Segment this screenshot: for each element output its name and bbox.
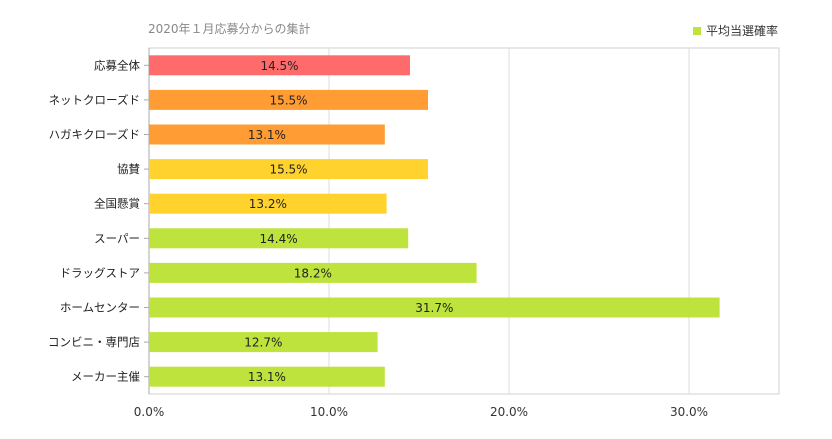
category-label: ドラッグストア [60,266,141,280]
data-label: 31.7% [415,301,453,315]
data-label: 18.2% [294,266,332,280]
data-label: 14.4% [260,232,298,246]
bar [149,366,385,387]
data-label: 13.1% [248,370,286,384]
data-label: 15.5% [269,163,307,177]
x-tick-label: 0.0% [134,405,165,419]
category-label: コンビニ・専門店 [48,335,140,349]
data-label: 15.5% [269,93,307,107]
category-label: ハガキクローズド [49,128,140,142]
category-label: 応募全体 [94,58,140,72]
category-label: 協賛 [117,162,140,176]
bar [149,124,385,145]
bar [149,228,409,249]
category-label: ネットクローズド [49,93,140,107]
x-tick-label: 30.0% [670,405,708,419]
bar [149,55,410,76]
category-label: スーパー [94,231,140,245]
x-tick-label: 20.0% [490,405,528,419]
data-label: 14.5% [260,59,298,73]
category-label: 全国懸賞 [94,197,140,211]
bar [149,332,378,353]
legend: 平均当選確率 [693,22,778,39]
bar [149,193,387,214]
bar [149,262,477,283]
bar [149,89,428,110]
x-tick-label: 10.0% [310,405,348,419]
category-label: ホームセンター [60,301,140,315]
data-label: 12.7% [244,336,282,350]
bar [149,297,720,318]
data-label: 13.2% [249,197,287,211]
category-label: メーカー主催 [71,370,140,384]
data-label: 13.1% [248,128,286,142]
chart-subtitle: 2020年１月応募分からの集計 [148,22,311,36]
legend-swatch [693,26,701,35]
legend-label: 平均当選確率 [706,24,779,38]
bar [149,159,428,180]
